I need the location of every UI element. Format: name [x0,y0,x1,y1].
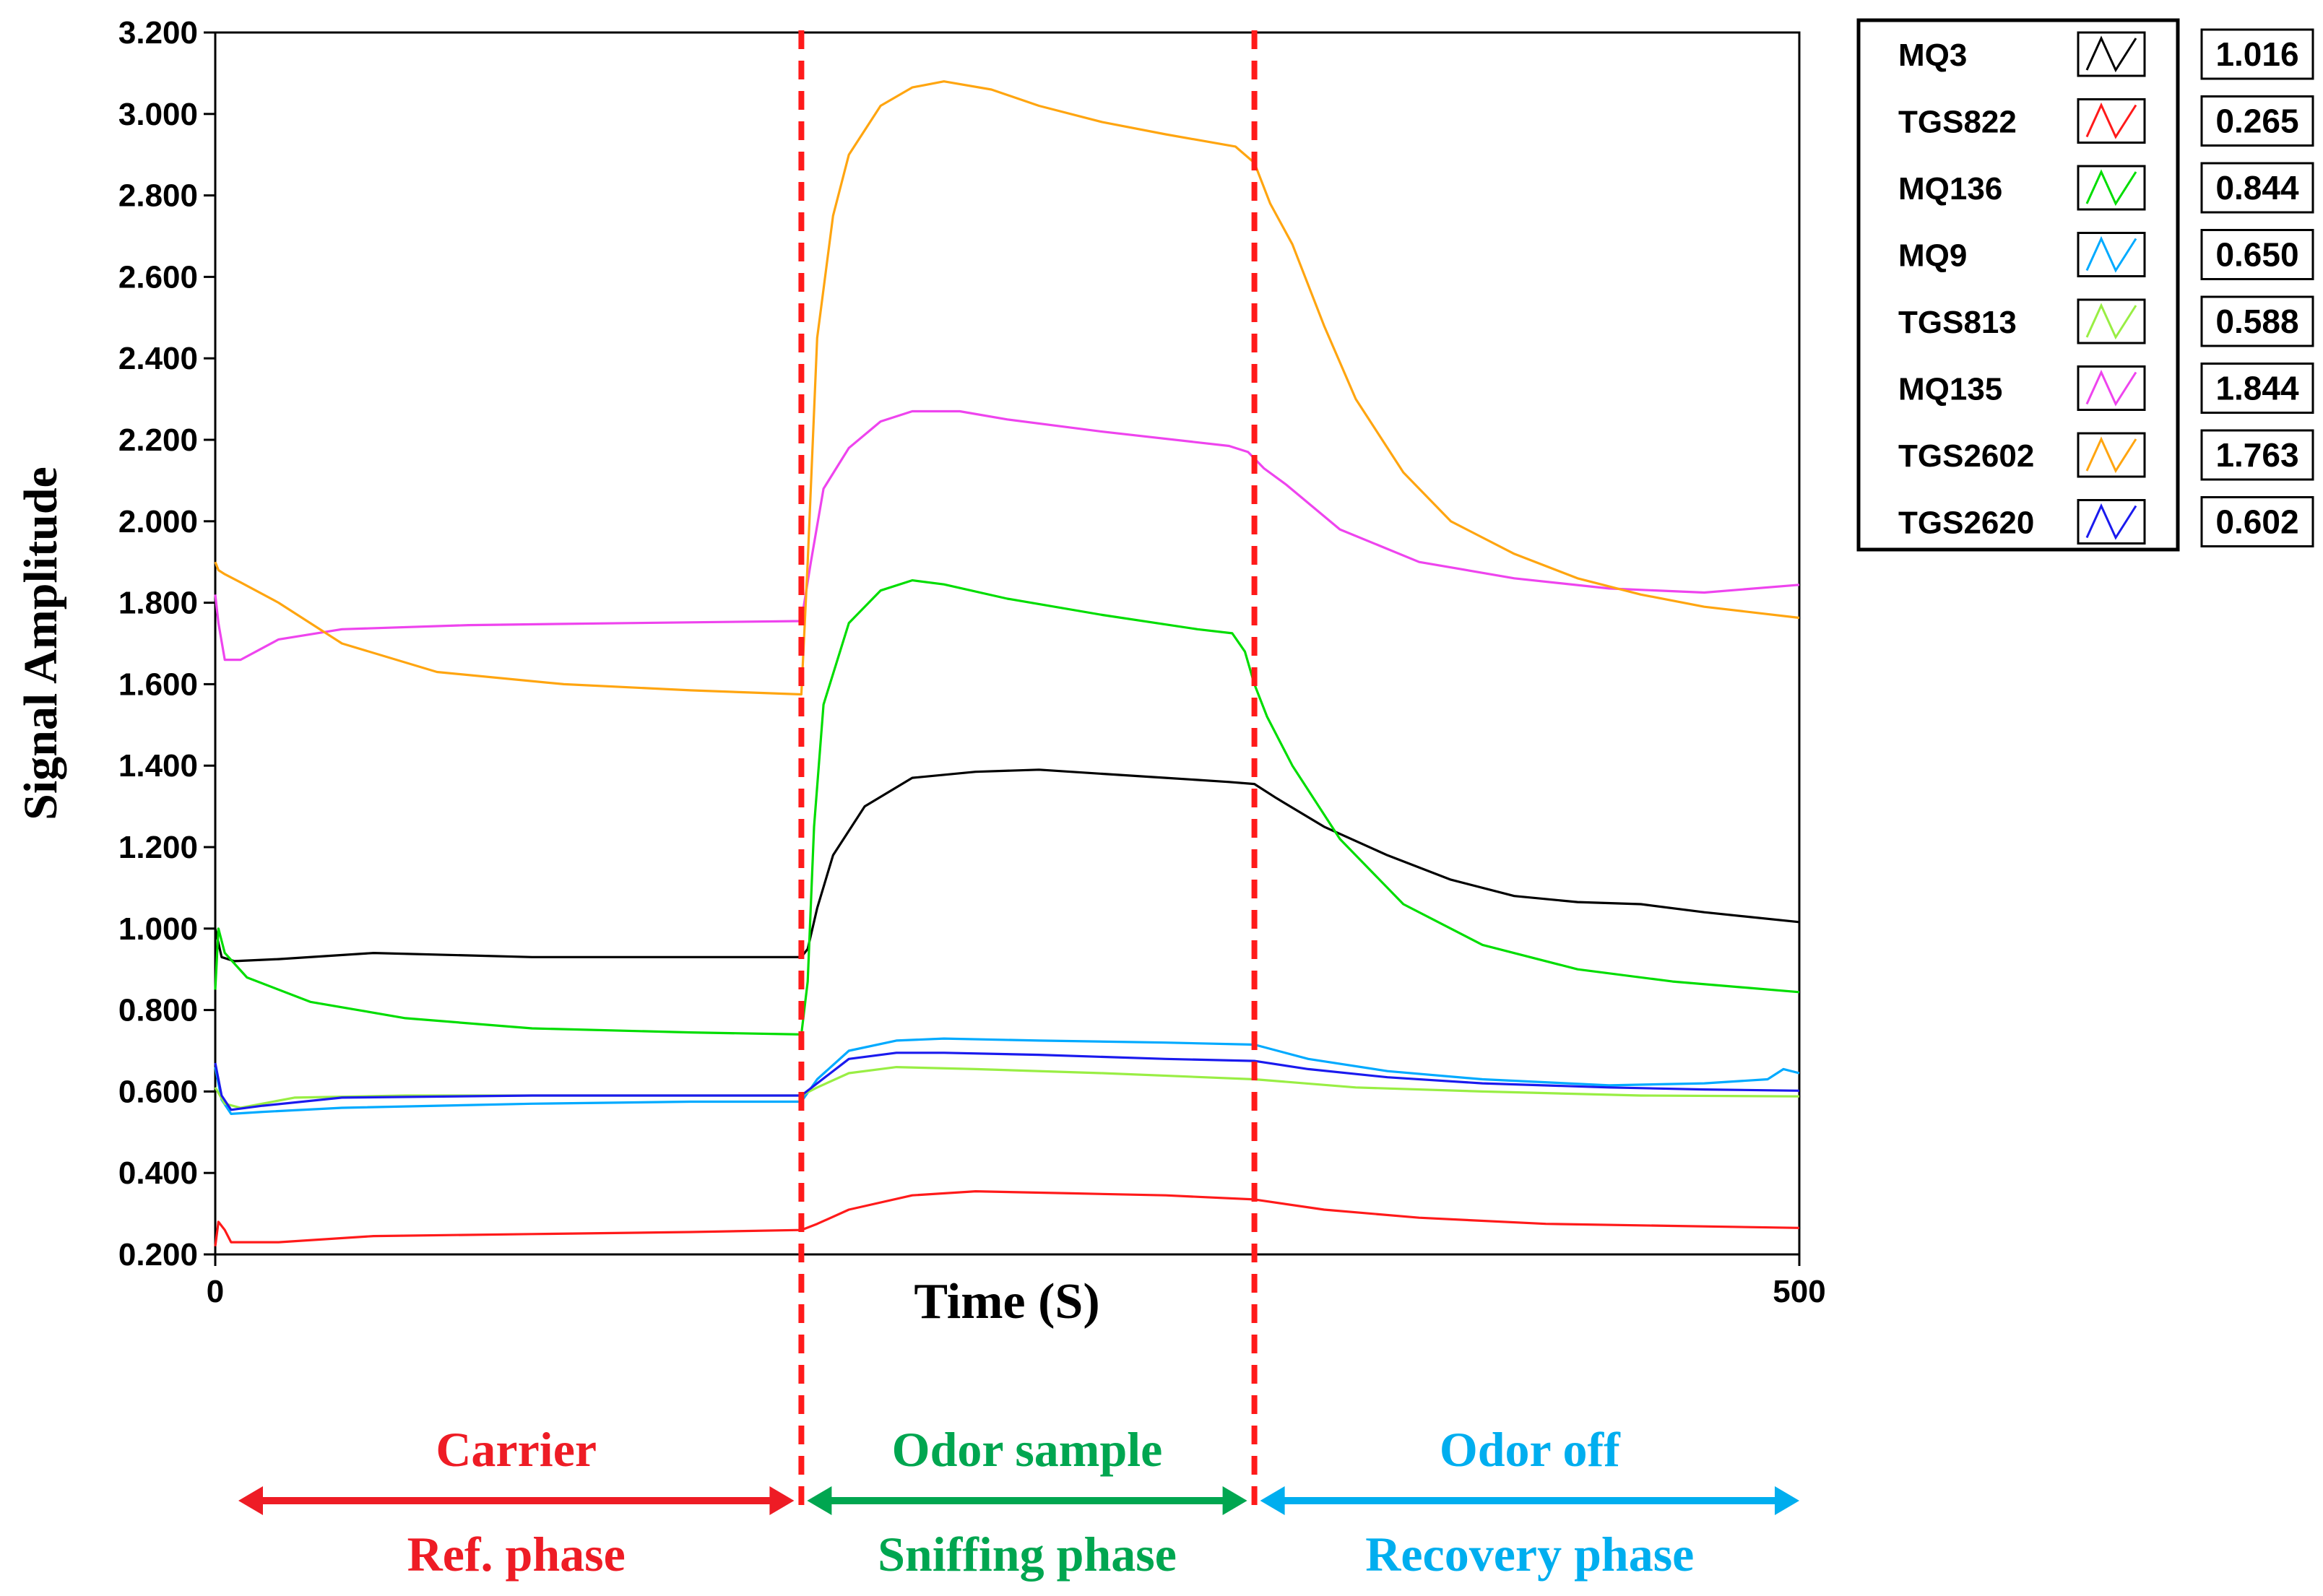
phase-arrow-head-left [1260,1486,1285,1515]
legend-value-box [2200,229,2314,280]
phase-boundary-lines [798,30,1258,1506]
x-tick-label: 0 [207,1274,224,1309]
y-tick-label: 2.000 [118,504,198,539]
x-tick-label: 500 [1773,1274,1825,1309]
phase-bottom-label: Sniffing phase [878,1527,1177,1582]
phase-bottom-label: Recovery phase [1365,1527,1694,1582]
y-tick-label: 1.400 [118,748,198,784]
y-tick-label: 0.400 [118,1155,198,1191]
legend-swatch [2077,165,2146,211]
legend-swatch-line [2085,503,2137,540]
legend-swatch-line [2085,235,2137,273]
phase-bottom-label: Ref. phase [407,1527,626,1582]
y-tick-label: 2.200 [118,422,198,458]
legend-swatch-line [2085,169,2137,207]
y-tick-label: 3.000 [118,97,198,132]
legend-label: MQ3 [1898,38,1967,73]
legend-label: TGS822 [1898,105,2017,140]
y-tick-label: 0.800 [118,993,198,1028]
series-line-mq136 [214,579,1800,1036]
phase-top-label: Carrier [436,1422,597,1477]
legend-value: 1.844 [2215,370,2299,407]
legend-label: MQ136 [1898,171,2002,207]
series-line-mq9 [214,1037,1800,1115]
y-axis-ticks: 0.200 0.400 0.600 0.800 1.000 1.200 1.400 1.600… [118,15,215,1272]
legend-swatch [2077,232,2146,277]
legend-value: 1.016 [2215,35,2298,73]
legend-value-box [2200,363,2314,414]
legend-swatch [2077,432,2146,478]
y-tick-label: 3.200 [118,15,198,51]
legend-value-box [2200,496,2314,547]
legend-value-box [2200,95,2314,147]
y-tick-label: 1.600 [118,667,198,702]
phase-arrow-head-left [807,1486,832,1515]
legend-value: 0.650 [2215,236,2298,274]
legend-swatch-line [2085,436,2137,474]
legend-value: 1.763 [2215,436,2298,474]
legend-swatch [2077,98,2146,144]
legend-swatch [2077,365,2146,411]
phase-arrow-head-right [769,1486,795,1515]
legend-value-box [2200,429,2314,481]
x-axis-ticks: 0 500 [207,1254,1826,1309]
series-lines [214,80,1800,1246]
legend-swatch [2077,499,2146,545]
legend-swatch [2077,31,2146,77]
legend-label: TGS813 [1898,305,2017,340]
x-axis-title: Time (S) [914,1274,1099,1330]
y-tick-label: 1.000 [118,911,198,947]
legend-label: MQ135 [1898,372,2002,407]
legend-value: 0.844 [2215,169,2299,207]
legend-label: MQ9 [1898,238,1967,274]
legend-value: 0.265 [2215,103,2298,140]
series-line-mq3 [214,768,1800,963]
y-tick-label: 1.200 [118,830,198,865]
legend-label: TGS2620 [1898,506,2034,541]
legend-label: TGS2602 [1898,438,2034,474]
series-line-mq135 [214,409,1800,662]
series-line-tgs2620 [214,1051,1800,1111]
plot-area [214,31,1801,1256]
phase-annotations: Carrier Ref. phase Odor sample Sniffing pha… [238,1422,1799,1582]
phase-top-label: Odor off [1440,1422,1621,1477]
series-line-tgs813 [214,1066,1800,1109]
y-axis-title: Signal Amplitude [14,467,67,820]
legend-swatch-line [2085,369,2137,407]
legend-swatch-line [2085,303,2137,340]
phase-arrow-head-right [1775,1486,1799,1515]
phase-top-label: Odor sample [892,1422,1163,1477]
legend-value-box [2200,162,2314,214]
y-tick-label: 2.400 [118,341,198,376]
legend: MQ3 1.016 TGS822 0.265 MQ136 0.844 MQ9 0.650 TGS… [1898,28,2314,547]
y-tick-label: 2.600 [118,259,198,295]
legend-value: 0.588 [2215,303,2298,340]
legend-swatch-line [2085,102,2137,139]
phase-arrow-head-left [238,1486,263,1515]
legend-value-box [2200,295,2314,347]
y-tick-label: 0.600 [118,1074,198,1109]
y-tick-label: 1.800 [118,586,198,621]
legend-swatch-line [2085,35,2137,73]
y-tick-label: 0.200 [118,1237,198,1272]
legend-value-box [2200,28,2314,80]
legend-value: 0.602 [2215,503,2298,541]
legend-swatch [2077,298,2146,344]
series-line-tgs822 [214,1190,1800,1246]
y-tick-label: 2.800 [118,178,198,214]
phase-arrow-head-right [1222,1486,1247,1515]
series-line-tgs2602 [214,80,1800,696]
